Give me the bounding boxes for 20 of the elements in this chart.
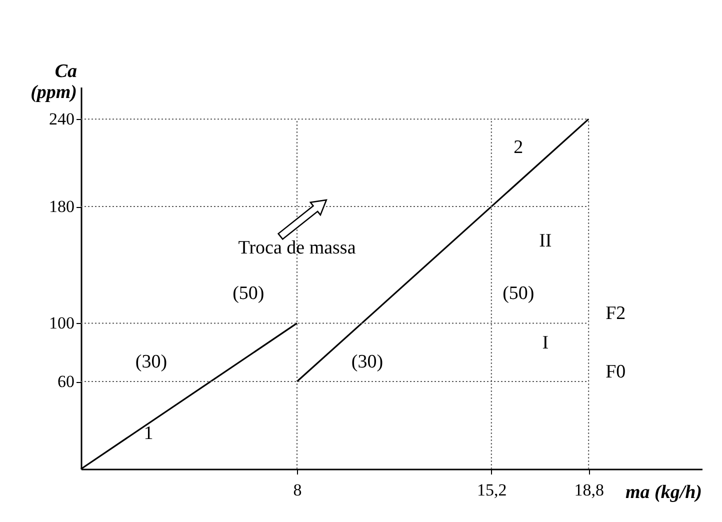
annotation: (30) — [135, 351, 168, 372]
x-tick-label: 8 — [293, 480, 302, 500]
annotation: F0 — [606, 362, 626, 383]
annotation: II — [539, 230, 552, 252]
annotation: 2 — [514, 136, 524, 158]
y-tick-label: 240 — [49, 110, 74, 129]
annotation: Troca de massa — [238, 238, 356, 259]
annotation: (50) — [502, 282, 534, 304]
x-axis-title: ma (kg/h) — [625, 482, 702, 503]
annotation: 1 — [144, 422, 154, 444]
y-tick-label: 100 — [49, 314, 74, 333]
x-tick-label: 18,8 — [574, 480, 604, 500]
annotation: (30) — [351, 351, 384, 372]
y-tick-label: 180 — [49, 197, 74, 216]
y-axis-title: Ca (ppm) — [30, 61, 78, 103]
annotation: F2 — [606, 303, 626, 324]
y-tick-label: 60 — [58, 372, 74, 392]
x-tick-label: 15,2 — [477, 480, 507, 500]
annotation: I — [542, 332, 549, 354]
annotation: (50) — [232, 282, 264, 304]
